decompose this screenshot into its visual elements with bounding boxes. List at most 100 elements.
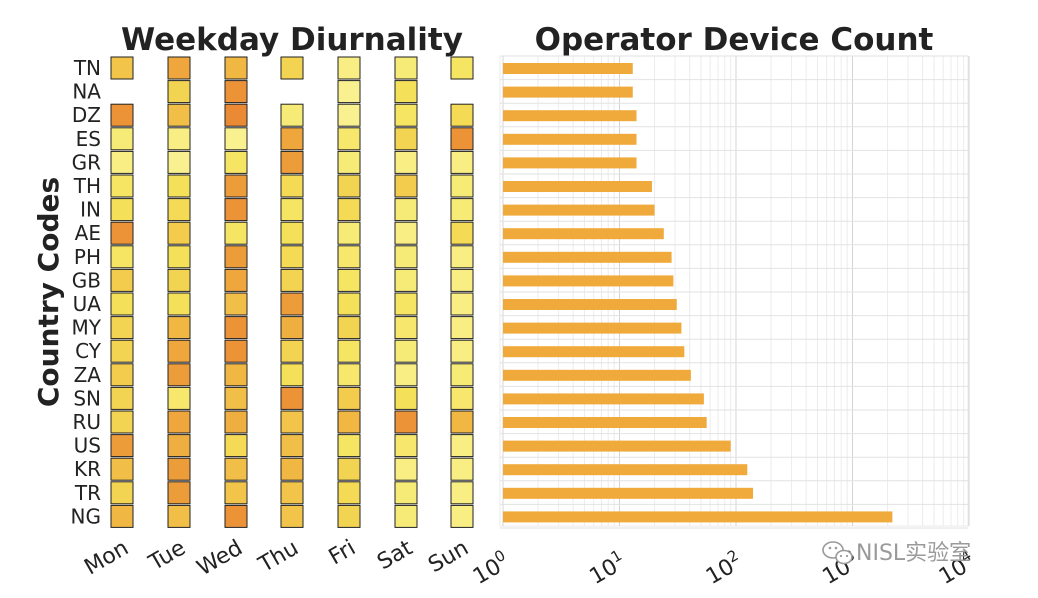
heatmap-cell	[337, 221, 361, 245]
heatmap-cell	[337, 481, 361, 505]
bar-AE	[503, 228, 664, 240]
heatmap-cell	[110, 174, 134, 198]
heatmap-cell	[394, 221, 418, 245]
heatmap-cell	[337, 434, 361, 458]
heatmap-y-tick-label: NA	[72, 80, 101, 104]
heatmap-cell	[167, 339, 191, 363]
heatmap-y-tick-label: KR	[74, 457, 101, 481]
bar-x-tick-label: 100	[467, 546, 514, 590]
heatmap-cell	[394, 363, 418, 387]
heatmap-y-axis-label: Country Codes	[32, 177, 65, 407]
heatmap-cell	[450, 245, 474, 269]
heatmap-cell	[450, 127, 474, 151]
heatmap-cell	[280, 410, 304, 434]
heatmap-cell	[110, 410, 134, 434]
bar-MY	[503, 322, 682, 334]
heatmap-y-tick-label: US	[74, 434, 101, 458]
heatmap-x-tick-label: Thu	[254, 536, 303, 579]
heatmap-cell	[450, 174, 474, 198]
heatmap-cell	[394, 434, 418, 458]
heatmap-cell	[167, 410, 191, 434]
watermark-text: NISL实验室	[856, 541, 971, 566]
heatmap-cell	[280, 103, 304, 127]
heatmap-cell	[450, 339, 474, 363]
heatmap-cell	[280, 268, 304, 292]
heatmap-cell	[394, 410, 418, 434]
heatmap-y-tick-label: RU	[72, 410, 101, 434]
heatmap-y-tick-label: UA	[73, 292, 102, 316]
heatmap-cell	[450, 268, 474, 292]
heatmap-cells	[110, 56, 474, 528]
heatmap-cell	[167, 198, 191, 222]
bar-CY	[503, 346, 685, 358]
heatmap-cell	[110, 127, 134, 151]
heatmap-x-tick-label: Fri	[325, 536, 360, 571]
bar-IN	[503, 204, 655, 216]
watermark: NISL实验室	[822, 541, 971, 566]
heatmap-cell	[280, 363, 304, 387]
heatmap-cell	[167, 457, 191, 481]
heatmap-y-tick-label: ES	[76, 127, 101, 151]
heatmap-cell	[224, 434, 248, 458]
heatmap-cell	[337, 504, 361, 528]
heatmap-cell	[337, 410, 361, 434]
heatmap-cell	[337, 198, 361, 222]
heatmap-cell	[450, 386, 474, 410]
heatmap-cell	[394, 245, 418, 269]
heatmap-cell	[450, 316, 474, 340]
heatmap-x-tick-label: Tue	[144, 536, 190, 577]
heatmap-cell	[394, 481, 418, 505]
bar-GR	[503, 157, 637, 169]
bar-PH	[503, 251, 672, 263]
bar-NG	[503, 511, 893, 523]
heatmap-y-tick-label: IN	[80, 198, 101, 222]
heatmap-cell	[280, 292, 304, 316]
heatmap-cell	[167, 221, 191, 245]
heatmap-cell	[110, 56, 134, 80]
heatmap-cell	[337, 174, 361, 198]
heatmap-cell	[450, 103, 474, 127]
heatmap-cell	[167, 268, 191, 292]
heatmap-cell	[450, 434, 474, 458]
heatmap-cell	[450, 221, 474, 245]
heatmap-cell	[337, 316, 361, 340]
bar-TN	[503, 63, 633, 74]
heatmap-cell	[224, 127, 248, 151]
heatmap-cell	[337, 245, 361, 269]
heatmap-cell	[224, 339, 248, 363]
heatmap-cell	[450, 410, 474, 434]
heatmap-cell	[280, 481, 304, 505]
heatmap-cell	[394, 174, 418, 198]
heatmap-y-tick-label: GR	[72, 150, 101, 174]
bar-KR	[503, 464, 748, 476]
heatmap-cell	[337, 127, 361, 151]
heatmap-cell	[110, 504, 134, 528]
bar-TH	[503, 181, 652, 192]
heatmap-cell	[110, 103, 134, 127]
heatmap-y-tick-label: TH	[73, 174, 101, 198]
bar-RU	[503, 417, 707, 428]
bar-TR	[503, 487, 754, 499]
heatmap-title: Weekday Diurnality	[121, 22, 463, 58]
bar-chart-title: Operator Device Count	[535, 22, 934, 58]
heatmap-cell	[110, 245, 134, 269]
heatmap-cell	[280, 504, 304, 528]
heatmap-cell	[394, 103, 418, 127]
heatmap-cell	[224, 386, 248, 410]
heatmap-cell	[280, 221, 304, 245]
heatmap-y-tick-label: CY	[75, 339, 102, 363]
heatmap-cell	[167, 386, 191, 410]
heatmap-cell	[337, 268, 361, 292]
heatmap-cell	[280, 174, 304, 198]
heatmap-cell	[110, 434, 134, 458]
heatmap-cell	[450, 150, 474, 174]
bar-SN	[503, 393, 704, 405]
heatmap-cell	[337, 56, 361, 80]
heatmap-panel: Weekday Diurnality Country Codes TNNADZE…	[32, 22, 474, 581]
heatmap-cell	[394, 292, 418, 316]
heatmap-cell	[110, 268, 134, 292]
heatmap-cell	[167, 150, 191, 174]
heatmap-cell	[224, 174, 248, 198]
